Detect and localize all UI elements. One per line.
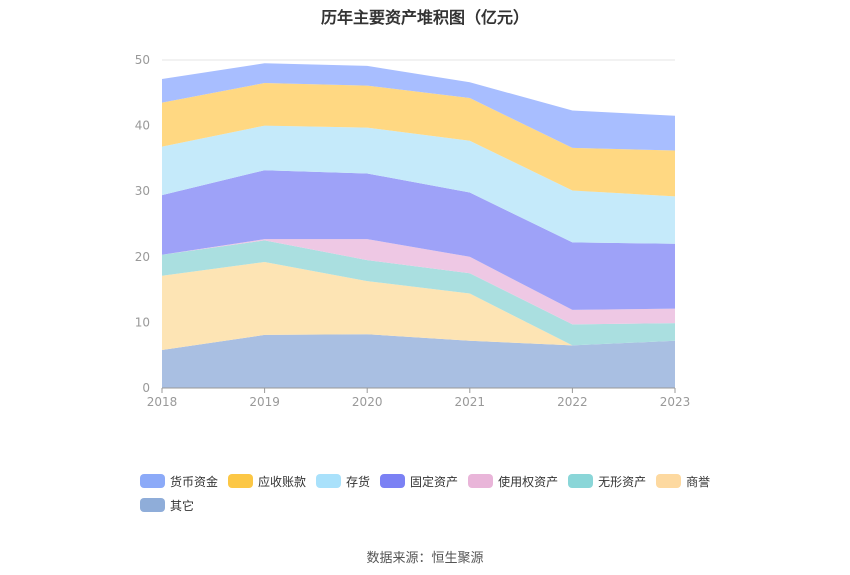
y-tick-label: 50 [135, 53, 150, 67]
area-存货 [162, 125, 675, 244]
chart-title: 历年主要资产堆积图（亿元） [320, 8, 529, 27]
legend: 货币资金 应收账款 存货 固定资产 使用权资产 无形资产 商誉其它 [140, 473, 740, 521]
stacked-area-chart: 0 10 20 30 40 50 2018 2019 2020 2021 2022 2023 [135, 53, 691, 409]
y-tick-label: 10 [135, 315, 150, 329]
y-tick-label: 40 [135, 119, 150, 133]
legend-swatch [468, 474, 494, 488]
area-商誉 [162, 262, 675, 350]
area-应收账款 [162, 83, 675, 197]
x-tick-label: 2019 [249, 395, 280, 409]
legend-label: 无形资产 [598, 474, 647, 489]
legend-item[interactable]: 无形资产 [568, 473, 646, 489]
legend-swatch [140, 474, 165, 488]
x-tick-label: 2018 [147, 395, 178, 409]
x-tick-label: 2023 [660, 395, 691, 409]
legend-item[interactable]: 固定资产 [380, 473, 458, 489]
area-固定资产 [162, 170, 675, 310]
legend-item[interactable]: 使用权资产 [468, 473, 558, 489]
legend-item[interactable]: 存货 [316, 473, 370, 489]
legend-label: 其它 [170, 498, 195, 513]
legend-swatch [140, 498, 165, 512]
y-tick-label: 30 [135, 184, 150, 198]
legend-item[interactable]: 货币资金 [140, 473, 218, 489]
legend-label: 固定资产 [410, 474, 459, 489]
legend-item[interactable]: 商誉 [656, 473, 710, 489]
x-tick-label: 2022 [557, 395, 588, 409]
area-无形资产 [162, 240, 675, 346]
axes: 0 10 20 30 40 50 2018 2019 2020 2021 2022 2023 [135, 53, 691, 409]
legend-swatch [656, 474, 682, 488]
source-note: 数据来源：恒生聚源 [366, 551, 484, 566]
area-使用权资产 [162, 239, 675, 325]
legend-label: 使用权资产 [498, 474, 559, 489]
legend-swatch [316, 474, 342, 488]
y-tick-label: 0 [142, 381, 150, 395]
area-其它 [162, 334, 675, 388]
legend-label: 商誉 [686, 474, 711, 489]
legend-swatch [228, 474, 254, 488]
area-series [162, 63, 675, 388]
x-tick-label: 2020 [352, 395, 383, 409]
x-tick-label: 2021 [455, 395, 486, 409]
legend-swatch [380, 474, 406, 488]
area-货币资金 [162, 63, 675, 151]
legend-item[interactable]: 其它 [140, 497, 194, 513]
y-tick-label: 20 [135, 250, 150, 264]
legend-label: 货币资金 [170, 474, 219, 489]
legend-label: 应收账款 [258, 474, 307, 489]
legend-item[interactable]: 应收账款 [228, 473, 306, 489]
legend-label: 存货 [346, 474, 371, 489]
legend-swatch [568, 474, 594, 488]
